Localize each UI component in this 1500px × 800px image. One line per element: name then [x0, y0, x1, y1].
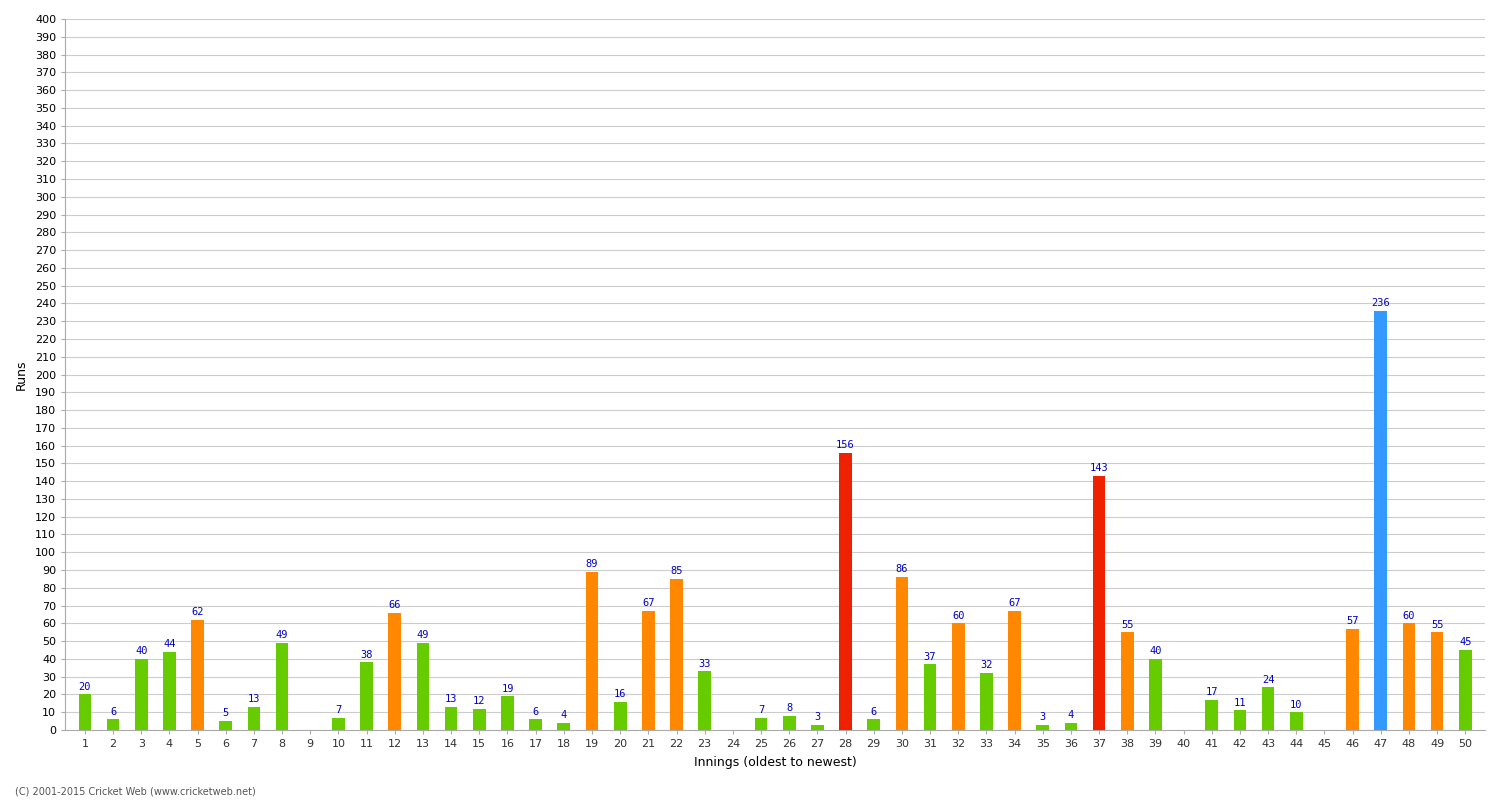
Bar	[585, 572, 598, 730]
Bar	[530, 719, 542, 730]
Bar	[276, 643, 288, 730]
Text: 4: 4	[561, 710, 567, 720]
Text: 55: 55	[1431, 619, 1443, 630]
Text: 45: 45	[1460, 638, 1472, 647]
Bar	[1233, 710, 1246, 730]
Text: 89: 89	[586, 559, 598, 569]
Bar	[839, 453, 852, 730]
Bar	[192, 620, 204, 730]
Bar	[106, 719, 120, 730]
Text: 24: 24	[1262, 674, 1275, 685]
Bar	[332, 718, 345, 730]
Bar	[1065, 723, 1077, 730]
Bar	[558, 723, 570, 730]
Text: 60: 60	[952, 610, 964, 621]
Text: 85: 85	[670, 566, 682, 576]
Bar	[360, 662, 374, 730]
Text: 4: 4	[1068, 710, 1074, 720]
Text: 7: 7	[336, 705, 342, 715]
Bar	[924, 664, 936, 730]
Text: 11: 11	[1233, 698, 1246, 708]
Bar	[812, 725, 824, 730]
Text: 60: 60	[1402, 610, 1414, 621]
Bar	[867, 719, 880, 730]
Text: 3: 3	[1040, 712, 1046, 722]
Text: 86: 86	[896, 565, 908, 574]
Bar	[896, 577, 908, 730]
Y-axis label: Runs: Runs	[15, 359, 28, 390]
Text: 7: 7	[758, 705, 764, 715]
Text: 16: 16	[614, 689, 627, 699]
Bar	[1374, 310, 1388, 730]
Bar	[248, 707, 261, 730]
Bar	[446, 707, 458, 730]
Bar	[783, 716, 795, 730]
Text: 3: 3	[815, 712, 821, 722]
Text: 10: 10	[1290, 699, 1302, 710]
Text: 8: 8	[786, 703, 792, 713]
Text: 6: 6	[110, 706, 116, 717]
Bar	[670, 579, 682, 730]
Bar	[1092, 476, 1106, 730]
Text: 6: 6	[870, 706, 877, 717]
Bar	[1431, 632, 1443, 730]
Text: 37: 37	[924, 651, 936, 662]
Text: 40: 40	[1149, 646, 1161, 656]
Bar	[1120, 632, 1134, 730]
Bar	[1036, 725, 1048, 730]
X-axis label: Innings (oldest to newest): Innings (oldest to newest)	[693, 756, 856, 769]
Text: 32: 32	[980, 661, 993, 670]
Text: 44: 44	[164, 639, 176, 649]
Text: 62: 62	[192, 607, 204, 617]
Bar	[699, 671, 711, 730]
Bar	[388, 613, 400, 730]
Text: 33: 33	[699, 658, 711, 669]
Text: 5: 5	[222, 709, 230, 718]
Bar	[642, 611, 654, 730]
Text: 12: 12	[472, 696, 486, 706]
Bar	[1460, 650, 1472, 730]
Text: 17: 17	[1206, 687, 1218, 697]
Bar	[135, 659, 147, 730]
Bar	[219, 721, 232, 730]
Bar	[980, 673, 993, 730]
Text: 19: 19	[501, 683, 513, 694]
Bar	[754, 718, 768, 730]
Text: 40: 40	[135, 646, 147, 656]
Text: 49: 49	[276, 630, 288, 640]
Bar	[1008, 611, 1022, 730]
Text: (C) 2001-2015 Cricket Web (www.cricketweb.net): (C) 2001-2015 Cricket Web (www.cricketwe…	[15, 786, 255, 796]
Bar	[417, 643, 429, 730]
Text: 67: 67	[642, 598, 654, 608]
Bar	[472, 709, 486, 730]
Bar	[164, 652, 176, 730]
Text: 156: 156	[836, 440, 855, 450]
Bar	[501, 696, 515, 730]
Text: 20: 20	[78, 682, 92, 692]
Text: 66: 66	[388, 600, 400, 610]
Bar	[1402, 623, 1416, 730]
Text: 6: 6	[532, 706, 538, 717]
Bar	[78, 694, 92, 730]
Text: 49: 49	[417, 630, 429, 640]
Text: 57: 57	[1347, 616, 1359, 626]
Text: 13: 13	[446, 694, 458, 704]
Bar	[1206, 700, 1218, 730]
Bar	[1149, 659, 1161, 730]
Bar	[1347, 629, 1359, 730]
Bar	[1262, 687, 1275, 730]
Text: 55: 55	[1120, 619, 1134, 630]
Bar	[614, 702, 627, 730]
Text: 38: 38	[360, 650, 374, 660]
Bar	[1290, 712, 1302, 730]
Text: 13: 13	[248, 694, 259, 704]
Bar	[952, 623, 964, 730]
Text: 236: 236	[1371, 298, 1390, 308]
Text: 67: 67	[1008, 598, 1022, 608]
Text: 143: 143	[1089, 463, 1108, 473]
